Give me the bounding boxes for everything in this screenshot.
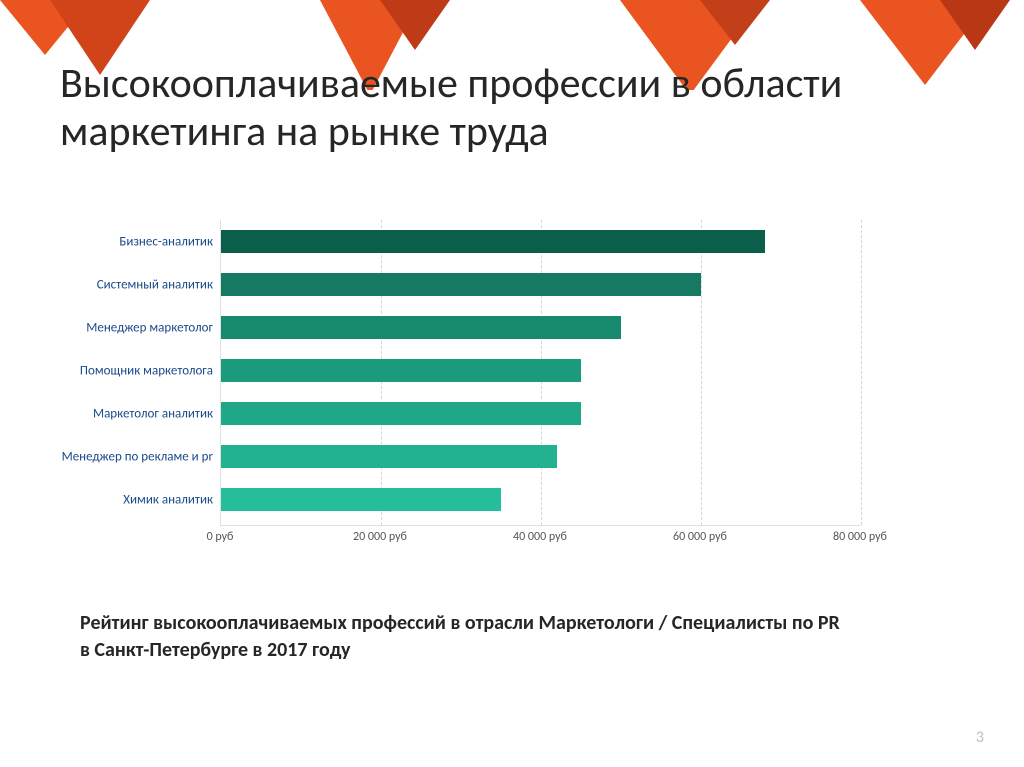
bar-row: Менеджер маркетолог [221, 306, 861, 349]
bar [221, 230, 765, 253]
bar-label: Бизнес-аналитик [119, 234, 213, 249]
bar-label: Помощник маркетолога [80, 363, 213, 378]
x-tick: 40 000 руб [513, 530, 567, 544]
x-tick: 0 руб [207, 530, 234, 544]
bar [221, 273, 701, 296]
page-number: 3 [976, 728, 984, 747]
bar [221, 488, 501, 511]
chart-plot: Бизнес-аналитикСистемный аналитикМенедже… [220, 220, 861, 526]
page-title: Высокооплачиваемые профессии в области м… [60, 60, 960, 157]
bar-row: Менеджер по рекламе и pr [221, 435, 861, 478]
bar-label: Маркетолог аналитик [93, 406, 213, 421]
salary-bar-chart: Бизнес-аналитикСистемный аналитикМенедже… [60, 200, 900, 580]
bar-label: Системный аналитик [97, 277, 213, 292]
bar-label: Химик аналитик [123, 492, 213, 507]
bar [221, 316, 621, 339]
bar-row: Бизнес-аналитик [221, 220, 861, 263]
bar-row: Системный аналитик [221, 263, 861, 306]
bar-row: Маркетолог аналитик [221, 392, 861, 435]
bar [221, 359, 581, 382]
x-tick: 60 000 руб [673, 530, 727, 544]
bar [221, 402, 581, 425]
gridline [861, 220, 862, 525]
bar-row: Химик аналитик [221, 478, 861, 521]
bar-row: Помощник маркетолога [221, 349, 861, 392]
chart-caption: Рейтинг высокооплачиваемых профессий в о… [80, 610, 840, 664]
x-tick: 80 000 руб [833, 530, 887, 544]
bar-label: Менеджер по рекламе и pr [62, 449, 213, 464]
bar [221, 445, 557, 468]
bar-label: Менеджер маркетолог [86, 320, 213, 335]
x-tick: 20 000 руб [353, 530, 407, 544]
